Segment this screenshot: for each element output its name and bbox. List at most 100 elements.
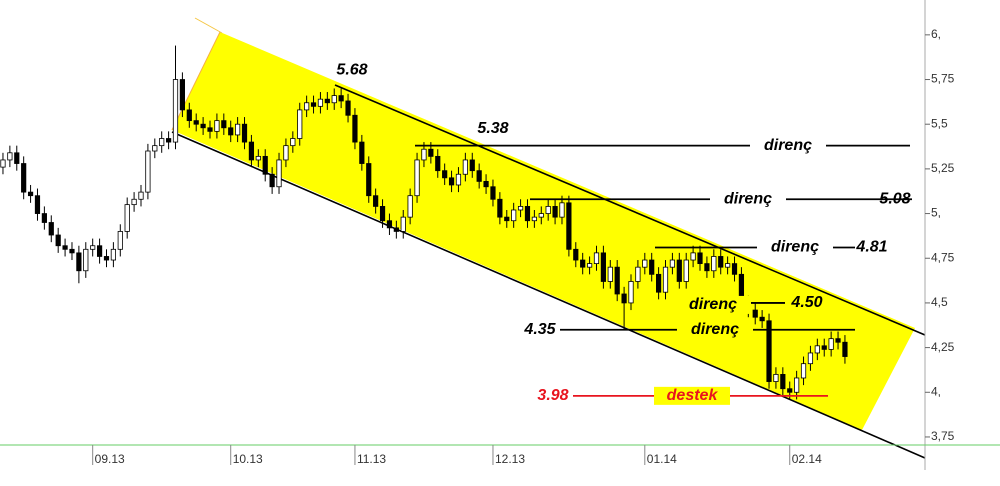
x-tick-label: 12.13	[495, 452, 525, 466]
candle-body	[138, 191, 144, 200]
candle-body	[379, 206, 386, 222]
annotations: 5.68 direnç 5.38 direnç 5.08 direnç 4.81 direnç…	[336, 61, 912, 405]
candle-body	[649, 259, 655, 275]
candle-body	[835, 338, 841, 343]
candle-body	[517, 206, 524, 211]
candle-body	[41, 213, 47, 223]
label-bg	[677, 320, 753, 339]
candle-body	[69, 248, 75, 254]
candle-body	[476, 170, 482, 182]
candle-body	[131, 198, 137, 206]
candle-body	[235, 123, 241, 136]
candle-body	[794, 377, 800, 393]
candle-body	[628, 281, 634, 304]
candle-body	[600, 252, 606, 282]
candle-body	[248, 141, 255, 161]
y-tick-label: 5,25	[931, 161, 955, 175]
level-text: destek	[667, 387, 719, 404]
candle-body	[642, 259, 648, 268]
candle-body	[586, 263, 593, 268]
candle-body	[428, 148, 434, 157]
candle-body	[366, 163, 372, 197]
candle-body	[448, 177, 455, 186]
candle-body	[228, 127, 234, 136]
x-tick-label: 01.14	[647, 452, 677, 466]
y-tick-label: 3,75	[931, 429, 955, 443]
candle-body	[725, 263, 731, 268]
candle-body	[221, 120, 227, 129]
candle-body	[331, 95, 337, 104]
label-bg	[654, 386, 730, 405]
candle-body	[552, 206, 558, 218]
level-label: 3.98	[537, 387, 568, 404]
candle-body	[34, 195, 41, 214]
candle-body	[559, 202, 565, 218]
y-tick-label: 5,5	[931, 116, 948, 130]
candle-body	[621, 293, 627, 304]
candle-body	[766, 320, 772, 382]
channel-edge	[171, 31, 221, 131]
y-tick-label: 4,	[931, 384, 941, 398]
y-tick-label: 4,5	[931, 295, 948, 309]
candle-body	[656, 273, 662, 293]
candle-body	[545, 206, 551, 214]
candle-body	[117, 231, 123, 250]
x-tick-label: 11.13	[357, 452, 386, 466]
candle-body	[807, 352, 814, 365]
candle-body	[96, 245, 103, 257]
candle-body	[773, 374, 779, 382]
candle-body	[469, 159, 475, 172]
candle-body	[414, 159, 420, 197]
x-tick-label: 10.13	[233, 452, 263, 466]
label-bg	[750, 136, 826, 155]
candle-body	[304, 102, 310, 111]
candle-body	[0, 159, 6, 168]
label-bg	[675, 295, 751, 314]
level-label: 4.50	[790, 294, 822, 311]
candle-body	[511, 209, 517, 222]
candle-body	[145, 150, 151, 193]
candles	[0, 45, 848, 400]
candle-body	[580, 259, 586, 268]
x-tick-label: 02.14	[792, 452, 822, 466]
candle-body	[690, 252, 696, 261]
candle-body	[352, 114, 358, 143]
label-bg	[710, 190, 786, 209]
candle-body	[7, 152, 13, 161]
candle-body	[200, 123, 206, 129]
candle-body	[614, 266, 620, 295]
candle-body	[262, 155, 268, 175]
candle-body	[759, 316, 765, 322]
candle-body	[179, 79, 186, 111]
candle-body	[186, 109, 192, 122]
candle-body	[607, 266, 613, 282]
channel-edge	[194, 17, 223, 34]
y-tick-label: 6,	[931, 27, 941, 41]
y-tick-label: 4,25	[931, 340, 955, 354]
level-label: 5.08	[879, 190, 910, 207]
candle-body	[359, 141, 365, 164]
candle-body	[821, 345, 827, 350]
level-text: direnç	[691, 321, 739, 338]
candle-body	[455, 173, 462, 186]
candle-body	[662, 266, 669, 293]
label-bg	[757, 238, 833, 257]
candle-body	[683, 259, 689, 282]
candle-body	[27, 191, 34, 197]
level-label: 4.35	[523, 321, 556, 338]
candle-body	[435, 155, 441, 172]
candle-body	[752, 309, 758, 318]
candle-body	[814, 345, 820, 354]
candle-body	[483, 180, 489, 188]
y-tick-label: 5,75	[931, 72, 955, 86]
candle-body	[317, 98, 324, 107]
candle-body	[276, 159, 282, 188]
level-text: direnç	[689, 296, 737, 313]
candle-body	[731, 263, 738, 275]
candle-body	[297, 109, 303, 139]
candle-body	[373, 195, 379, 207]
candle-body	[566, 202, 572, 250]
candle-body	[504, 216, 510, 222]
